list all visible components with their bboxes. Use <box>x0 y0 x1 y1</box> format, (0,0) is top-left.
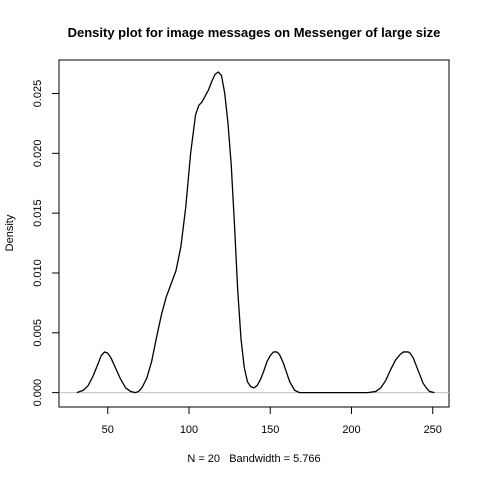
y-axis-label: Density <box>4 214 16 251</box>
y-tick-label: 0.020 <box>32 140 44 168</box>
y-tick-label: 0.025 <box>32 80 44 108</box>
plot-frame <box>58 59 450 408</box>
density-curve <box>76 71 435 394</box>
x-tick-label: 250 <box>424 424 442 436</box>
y-axis: 0.000 0.005 0.010 0.015 0.020 0.025 <box>32 80 60 407</box>
x-tick-label: 200 <box>342 424 360 436</box>
y-tick-label: 0.005 <box>32 319 44 347</box>
y-tick-label: 0.010 <box>32 259 44 287</box>
x-tick-label: 100 <box>180 424 198 436</box>
x-tick-label: 150 <box>261 424 279 436</box>
chart-title: Density plot for image messages on Messe… <box>68 25 441 40</box>
x-tick-label: 50 <box>102 424 114 436</box>
y-tick-label: 0.015 <box>32 199 44 227</box>
y-tick-label: 0.000 <box>32 379 44 407</box>
x-axis: 50 100 150 200 250 <box>102 406 442 436</box>
x-axis-label: N = 20 Bandwidth = 5.766 <box>187 453 320 465</box>
